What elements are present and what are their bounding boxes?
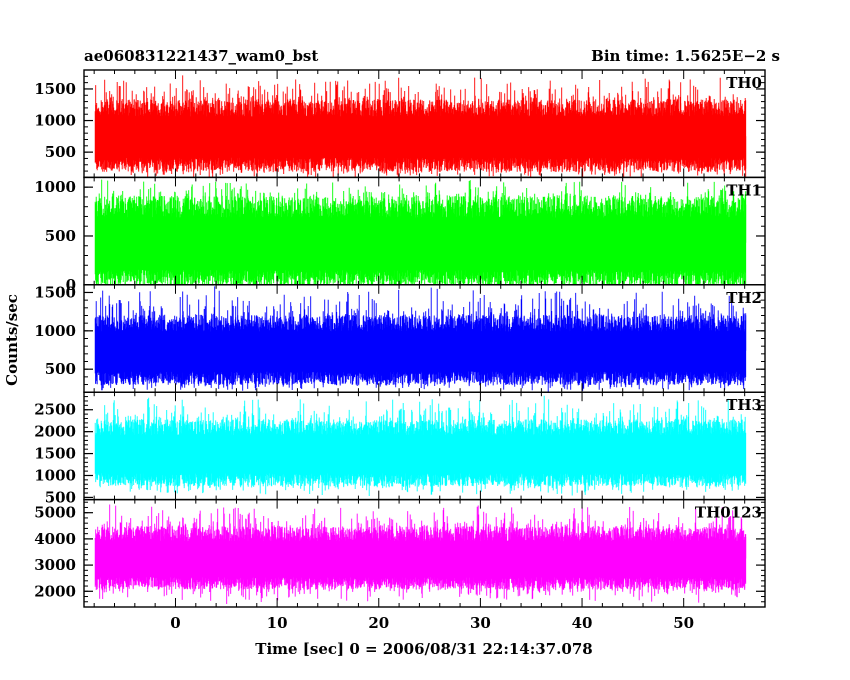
series-th3-spikes (97, 395, 746, 496)
x-tick-label: 0 (170, 614, 180, 632)
y-tick-label: 3000 (34, 556, 76, 574)
series-th1-spikes (95, 179, 747, 285)
y-tick-label: 500 (45, 143, 76, 161)
series-th2-spikes (95, 286, 747, 392)
panel-th2: 500 1000 1500 TH2 (34, 283, 766, 393)
y-tick-label: 1500 (34, 283, 76, 301)
series-th0-spikes (95, 75, 747, 178)
x-tick-label: 40 (572, 614, 593, 632)
y-tick-label: 0 (66, 276, 76, 294)
panel-label-th1: TH1 (726, 181, 762, 199)
panel-th0: 500 1000 1500 TH0 (34, 69, 766, 179)
x-tick-label: 30 (470, 614, 491, 632)
panel-label-th0: TH0 (726, 74, 762, 92)
panel-th3: 500 1000 1500 2000 2500 TH3 (34, 391, 766, 506)
panel-label-th3: TH3 (726, 396, 762, 414)
y-tick-label: 500 (45, 227, 76, 245)
y-tick-label: 500 (45, 360, 76, 378)
x-tick-label: 50 (673, 614, 694, 632)
y-tick-label: 1500 (34, 445, 76, 463)
bin-time-label: Bin time: 1.5625E−2 s (591, 47, 780, 65)
y-tick-label: 2500 (34, 401, 76, 419)
y-tick-label: 1000 (34, 322, 76, 340)
y-tick-label: 5000 (34, 504, 76, 522)
panel-frame (83, 498, 766, 608)
y-tick-label: 1000 (34, 178, 76, 196)
y-axis-label: Counts/sec (3, 294, 21, 386)
y-tick-label: 1500 (34, 80, 76, 98)
plot-title: ae060831221437_wam0_bst (84, 47, 318, 65)
y-tick-label: 2000 (34, 423, 76, 441)
panel-label-th2: TH2 (726, 289, 762, 307)
x-tick-label: 10 (267, 614, 288, 632)
series-th0123-spikes (95, 504, 747, 604)
panel-th0123: 2000 3000 4000 5000 TH0123 (34, 498, 766, 608)
panel-label-th0123: TH0123 (695, 504, 762, 522)
y-tick-label: 2000 (34, 582, 76, 600)
y-tick-label: 500 (45, 488, 76, 506)
y-tick-label: 1000 (34, 112, 76, 130)
y-tick-label: 1000 (34, 466, 76, 484)
panel-th1: 0 500 1000 TH1 (34, 176, 766, 294)
x-axis-label: Time [sec] 0 = 2006/08/31 22:14:37.078 (255, 640, 592, 658)
x-tick-label: 20 (368, 614, 389, 632)
y-tick-label: 4000 (34, 530, 76, 548)
